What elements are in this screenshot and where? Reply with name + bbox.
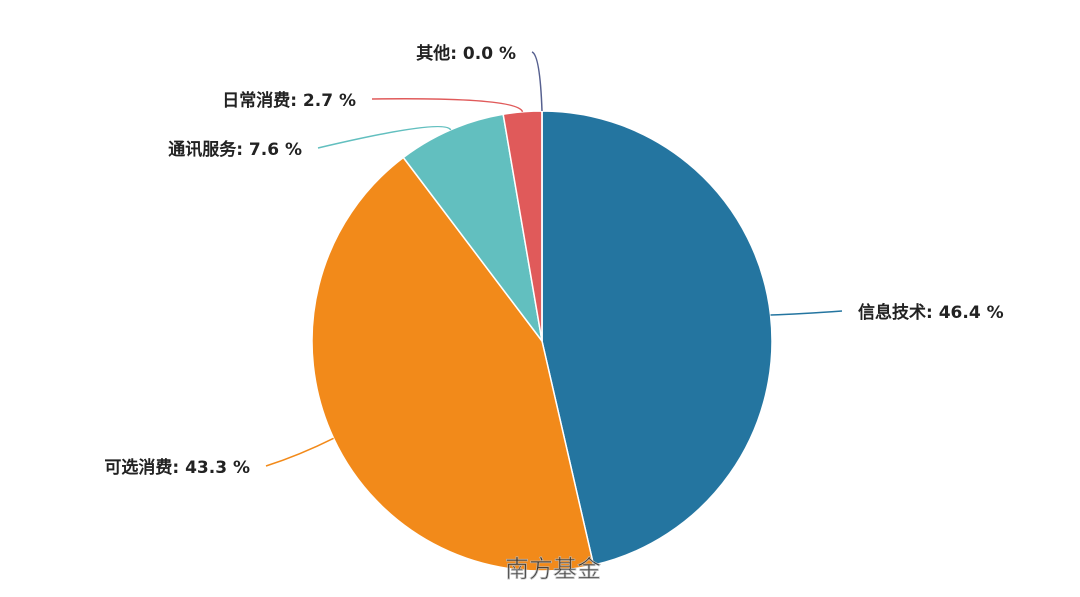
slice-label: 信息技术: 46.4 %: [858, 302, 1004, 323]
leader-line: [265, 437, 334, 467]
watermark: 南方基金: [505, 555, 601, 583]
pie-slice: [541, 110, 773, 567]
leader-line: [317, 125, 452, 149]
leader-line: [531, 51, 543, 112]
leader-line: [770, 310, 843, 316]
slice-label: 其他: 0.0 %: [416, 43, 516, 64]
pie-slice: [402, 113, 543, 342]
slice-label: 可选消费: 43.3 %: [104, 457, 250, 478]
slice-label: 通讯服务: 7.6 %: [168, 139, 302, 160]
slice-label: 日常消费: 2.7 %: [222, 90, 356, 111]
leader-line: [371, 98, 524, 113]
